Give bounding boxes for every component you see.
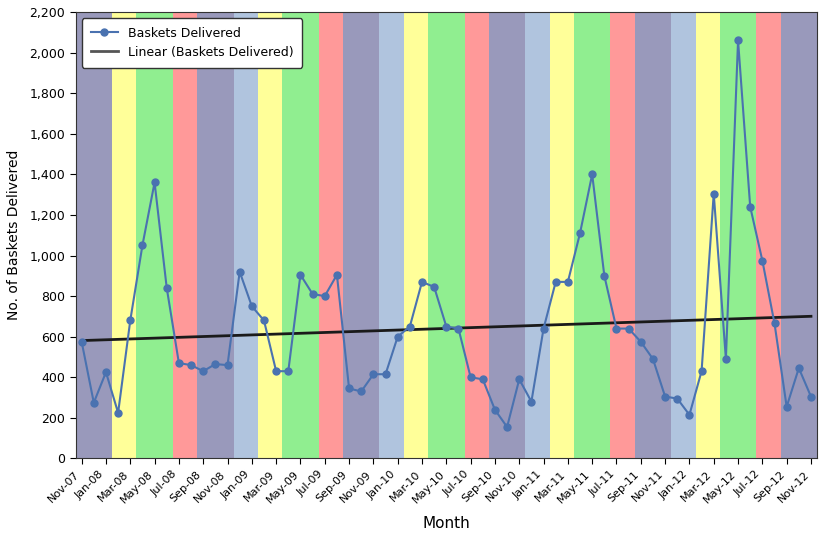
Bar <box>319 12 343 458</box>
Y-axis label: No. of Baskets Delivered: No. of Baskets Delivered <box>7 150 21 321</box>
Bar <box>574 12 611 458</box>
Bar <box>526 12 550 458</box>
Bar <box>672 12 695 458</box>
Bar <box>136 12 173 458</box>
Bar <box>233 12 258 458</box>
Bar <box>282 12 319 458</box>
Bar <box>76 12 112 458</box>
Bar <box>404 12 428 458</box>
Bar <box>197 12 233 458</box>
Bar <box>634 12 672 458</box>
Bar <box>695 12 720 458</box>
Bar <box>756 12 780 458</box>
Bar <box>112 12 136 458</box>
Bar <box>780 12 817 458</box>
Bar <box>428 12 465 458</box>
Bar <box>489 12 526 458</box>
Bar <box>465 12 489 458</box>
Bar <box>720 12 756 458</box>
Bar <box>550 12 574 458</box>
Bar <box>173 12 197 458</box>
Bar <box>611 12 634 458</box>
Legend: Baskets Delivered, Linear (Baskets Delivered): Baskets Delivered, Linear (Baskets Deliv… <box>82 18 302 68</box>
Bar <box>343 12 380 458</box>
X-axis label: Month: Month <box>423 516 471 531</box>
Bar <box>258 12 282 458</box>
Bar <box>380 12 404 458</box>
